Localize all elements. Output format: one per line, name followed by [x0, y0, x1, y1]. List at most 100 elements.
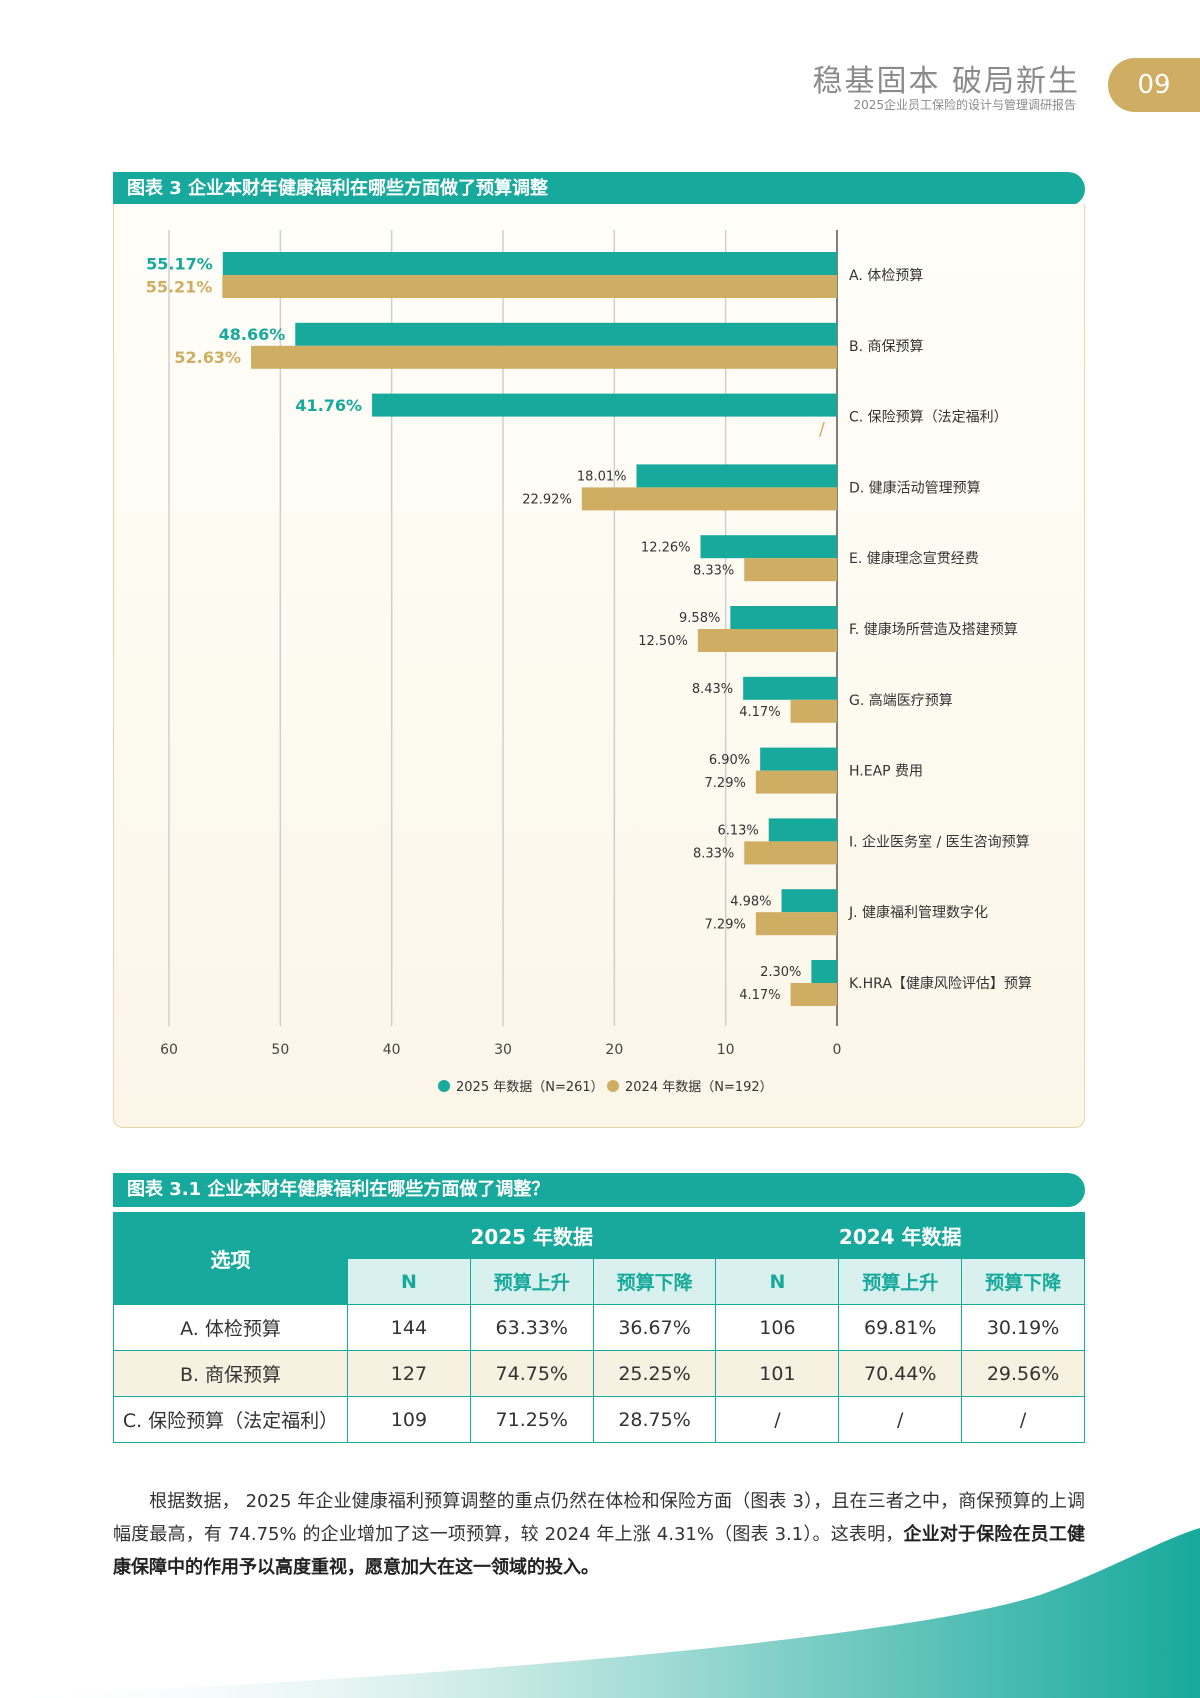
figure3-chart-panel: 60 50 40 30 20 10 0 55.17% 55.21% A. 体检预算 48.66% 52…	[113, 204, 1085, 1128]
x-tick-label: 20	[605, 1042, 623, 1058]
data-label-2024: /	[819, 419, 826, 440]
bar-2025	[768, 818, 837, 842]
bar-2024	[755, 770, 837, 794]
category-label: C. 保险预算（法定福利）	[849, 410, 1008, 426]
bar-2024	[697, 629, 837, 652]
table-cell: 36.67%	[592, 1304, 717, 1351]
bar-2025	[700, 535, 837, 559]
decorative-wave	[0, 1528, 1200, 1698]
table-cell: 144	[347, 1304, 471, 1351]
subheader-n-2024: N	[715, 1258, 840, 1305]
data-label-2025: 6.13%	[717, 824, 758, 839]
bar-2024	[755, 912, 837, 936]
data-label-2024: 12.50%	[638, 634, 688, 649]
data-label-2025: 55.17%	[146, 254, 213, 273]
data-label-2024: 52.63%	[174, 348, 241, 367]
group-header-2025: 2025 年数据	[346, 1212, 717, 1259]
table-row: A. 体检预算 144 63.33% 36.67% 106 69.81% 30.…	[113, 1304, 1085, 1351]
data-label-2025: 6.90%	[709, 753, 750, 768]
report-title: 稳基固本 破局新生	[812, 64, 1080, 99]
category-label: H.EAP 费用	[849, 764, 923, 780]
category-label: D. 健康活动管理预算	[849, 479, 981, 496]
table-row: B. 商保预算 127 74.75% 25.25% 101 70.44% 29.…	[113, 1350, 1085, 1397]
x-tick-label: 60	[160, 1042, 178, 1058]
bar-2025	[811, 960, 837, 983]
table-cell: 109	[347, 1396, 471, 1443]
table-cell: /	[838, 1396, 963, 1443]
table-cell: 63.33%	[469, 1304, 594, 1351]
subheader-down-2025: 预算下降	[592, 1258, 717, 1305]
subheader-n-2025: N	[347, 1258, 471, 1305]
table-cell: 127	[347, 1350, 471, 1397]
bar-2025	[222, 252, 838, 275]
data-label-2024: 8.33%	[693, 847, 734, 862]
data-label-2024: 4.17%	[739, 705, 780, 720]
figure3-heading: 图表 3 企业本财年健康福利在哪些方面做了预算调整	[113, 172, 1085, 206]
bar-2024	[744, 558, 837, 582]
category-label: F. 健康场所营造及搭建预算	[849, 621, 1018, 638]
x-tick-label: 30	[494, 1042, 512, 1058]
bar-2025	[760, 747, 837, 771]
category-label: A. 体检预算	[849, 268, 923, 284]
legend-marker-2025	[438, 1080, 450, 1092]
group-header-2024: 2024 年数据	[715, 1212, 1085, 1259]
table31-heading: 图表 3.1 企业本财年健康福利在哪些方面做了调整？	[113, 1173, 1085, 1207]
table-cell: 101	[715, 1350, 840, 1397]
table-cell: A. 体检预算	[113, 1304, 348, 1351]
paragraph-emphasis: 企业对于保险在员工健康保障中的作用予以高度重视，愿意加大在这一领域的投入。	[113, 1524, 1086, 1578]
subheader-up-2024: 预算上升	[838, 1258, 963, 1305]
subheader-up-2025: 预算上升	[469, 1258, 594, 1305]
data-label-2024: 7.29%	[705, 776, 746, 791]
data-label-2025: 48.66%	[219, 325, 286, 344]
category-label: G. 高端医疗预算	[849, 692, 953, 709]
legend-label-2025: 2025 年数据（N=261）	[456, 1080, 604, 1095]
bar-2025	[730, 606, 837, 629]
data-label-2025: 4.98%	[730, 894, 771, 909]
data-label-2024: 7.29%	[705, 917, 746, 932]
table-cell: /	[715, 1396, 840, 1443]
category-label: J. 健康福利管理数字化	[848, 904, 988, 921]
data-label-2025: 9.58%	[679, 611, 720, 626]
bar-2024	[222, 275, 837, 298]
data-label-2025: 41.76%	[295, 396, 362, 415]
legend-marker-2024	[607, 1080, 619, 1092]
x-tick-label: 50	[271, 1042, 289, 1058]
bar-2025	[372, 393, 837, 417]
budget-adjustment-table: 选项 2025 年数据 2024 年数据 N 预算上升 预算下降 N 预算上升 …	[113, 1212, 1085, 1443]
table-cell: 29.56%	[961, 1350, 1085, 1397]
page-number-tab: 09	[1108, 58, 1200, 112]
table-cell: 28.75%	[592, 1396, 717, 1443]
category-label: K.HRA【健康风险评估】预算	[849, 975, 1032, 992]
category-label: I. 企业医务室 / 医生咨询预算	[849, 833, 1030, 850]
table-row: C. 保险预算（法定福利） 109 71.25% 28.75% / / /	[113, 1396, 1085, 1443]
option-header: 选项	[113, 1212, 348, 1305]
data-label-2025: 12.26%	[641, 540, 691, 555]
subheader-down-2024: 预算下降	[961, 1258, 1085, 1305]
data-label-2025: 18.01%	[577, 470, 627, 485]
table-cell: 74.75%	[469, 1350, 594, 1397]
bar-2024	[790, 699, 837, 723]
table-cell: 71.25%	[469, 1396, 594, 1443]
table-cell: 70.44%	[838, 1350, 963, 1397]
legend-label-2024: 2024 年数据（N=192）	[625, 1080, 773, 1095]
bar-2025	[781, 889, 837, 913]
table-cell: 106	[715, 1304, 840, 1351]
report-subtitle: 2025企业员工保险的设计与管理调研报告	[853, 98, 1076, 112]
data-label-2024: 22.92%	[522, 493, 572, 508]
data-label-2024: 55.21%	[146, 277, 213, 296]
table-cell: 30.19%	[961, 1304, 1085, 1351]
x-tick-label: 0	[833, 1042, 842, 1058]
table-cell: /	[961, 1396, 1085, 1443]
table-cell: C. 保险预算（法定福利）	[113, 1396, 348, 1443]
table-cell: B. 商保预算	[113, 1350, 348, 1397]
data-label-2024: 8.33%	[693, 563, 734, 578]
table-cell: 25.25%	[592, 1350, 717, 1397]
analysis-paragraph: 根据数据， 2025 年企业健康福利预算调整的重点仍然在体检和保险方面（图表 3…	[113, 1485, 1085, 1584]
bar-2025	[295, 322, 837, 346]
data-label-2025: 2.30%	[760, 965, 801, 980]
paragraph-text: 根据数据， 2025 年企业健康福利预算调整的重点仍然在体检和保险方面（图表 3…	[113, 1491, 1085, 1545]
x-tick-label: 10	[717, 1042, 735, 1058]
bar-2024	[790, 983, 837, 1006]
data-label-2025: 8.43%	[692, 682, 733, 697]
bar-2024	[581, 487, 837, 511]
